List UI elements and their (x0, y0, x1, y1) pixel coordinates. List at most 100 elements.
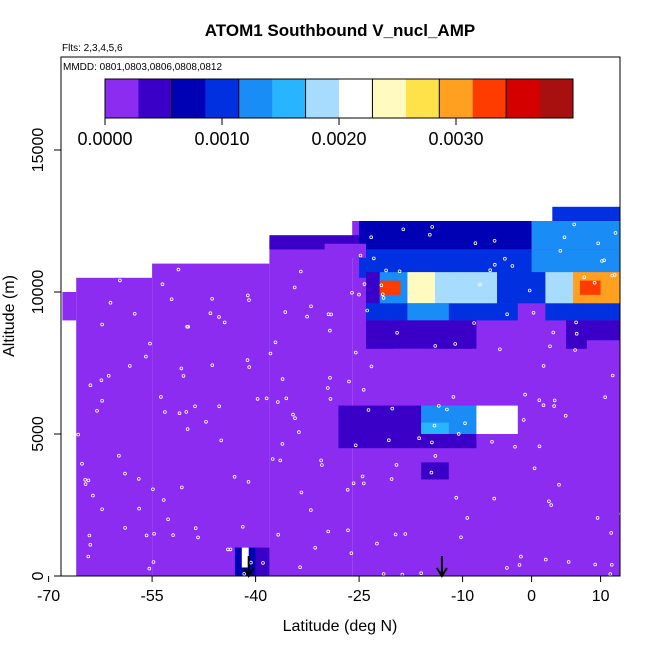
sample-point (379, 283, 384, 288)
sample-point (305, 314, 309, 319)
colorbar-swatch-0 (105, 79, 139, 118)
sample-point (401, 227, 406, 232)
heat-cell-20 (579, 280, 601, 295)
sample-point (86, 554, 91, 559)
sample-point (298, 269, 303, 274)
sample-point (621, 493, 624, 496)
heat-cell-31 (476, 405, 518, 434)
sample-point (473, 241, 478, 246)
sample-point (247, 298, 251, 302)
sample-point (184, 410, 189, 414)
sample-point (309, 304, 313, 309)
sample-point (557, 482, 561, 487)
heat-cell-17 (621, 272, 650, 303)
x-tick-label: 10 (592, 588, 610, 605)
heat-cell-35 (421, 462, 449, 480)
sample-point (592, 280, 597, 285)
sample-point (148, 341, 152, 346)
sample-point (108, 300, 113, 305)
sample-point (517, 563, 522, 567)
sample-point (268, 351, 273, 356)
sample-point (497, 422, 502, 427)
sample-point (360, 474, 365, 479)
sample-point (513, 444, 517, 449)
sample-point (478, 282, 482, 287)
sample-point (453, 342, 458, 346)
sample-point (548, 344, 552, 349)
x-tick-label: -40 (244, 588, 267, 605)
x-tick-label: -70 (37, 588, 60, 605)
sample-point (523, 392, 527, 397)
sample-point (513, 427, 518, 432)
sample-point (362, 282, 367, 286)
sample-point (137, 477, 141, 481)
sample-point (297, 430, 301, 434)
heat-cell-19 (379, 280, 401, 295)
sample-point (430, 225, 435, 229)
sample-point (298, 565, 302, 569)
x-tick-label: -25 (348, 588, 371, 605)
sample-point (573, 348, 577, 352)
sample-point (419, 571, 424, 575)
colorbar-swatch-10 (439, 79, 474, 118)
sample-point (608, 572, 613, 576)
sample-point (280, 442, 285, 446)
sample-point (361, 481, 366, 486)
heat-cell-10 (366, 272, 380, 304)
sample-point (160, 282, 165, 287)
sample-point (389, 477, 394, 481)
sample-point (86, 478, 91, 483)
sample-point (609, 531, 613, 535)
sample-point (210, 296, 214, 301)
x-tick-label: -55 (141, 588, 164, 605)
sample-point (106, 373, 111, 378)
sample-point (490, 439, 494, 444)
sample-point (123, 526, 127, 530)
colorbar-swatch-9 (405, 79, 440, 118)
x-axis: -70-55-40-25-1001020304050607080 (37, 576, 610, 605)
sample-point (638, 263, 641, 266)
sample-point (217, 315, 221, 319)
heat-cell-14 (497, 272, 546, 304)
heat-cell-1 (359, 221, 532, 250)
sample-point (436, 404, 441, 408)
sample-point (222, 320, 227, 325)
sample-point (541, 403, 546, 408)
sample-point (242, 571, 247, 576)
sample-point (505, 566, 509, 570)
heat-cell-28 (586, 340, 620, 355)
sample-point (185, 427, 190, 431)
sample-point (88, 542, 93, 547)
sample-point (273, 340, 278, 345)
sample-point (275, 400, 280, 404)
heat-cell-29 (338, 405, 422, 434)
sample-point (179, 366, 184, 371)
x-tick-label: 0 (527, 588, 536, 605)
colorbar-tick-label: 0.0020 (311, 129, 366, 149)
heat-cell-33 (421, 422, 449, 434)
sample-point (246, 479, 251, 484)
heat-cell-32 (338, 434, 477, 449)
sample-point (283, 310, 288, 314)
sample-point (384, 268, 388, 273)
sample-point (245, 358, 250, 362)
sample-point (123, 471, 127, 476)
sample-point (403, 532, 408, 536)
sample-point (394, 463, 399, 467)
chart-title: ATOM1 Southbound V_nucl_AMP (205, 21, 475, 40)
heat-cell-46 (324, 243, 366, 258)
heat-cell-44 (221, 385, 242, 412)
sample-point (503, 256, 507, 261)
y-tick-label: 10000 (30, 270, 47, 315)
colorbar-swatch-12 (506, 79, 541, 118)
sample-point (375, 541, 379, 546)
sample-point (459, 535, 463, 540)
sample-point (429, 470, 434, 475)
sample-point (531, 310, 536, 315)
sample-point (328, 397, 333, 401)
sample-point (241, 524, 245, 529)
sample-point (261, 561, 265, 565)
sample-point (433, 454, 438, 458)
colorbar-tick-label: 0.0010 (194, 129, 249, 149)
sample-point (180, 485, 184, 490)
